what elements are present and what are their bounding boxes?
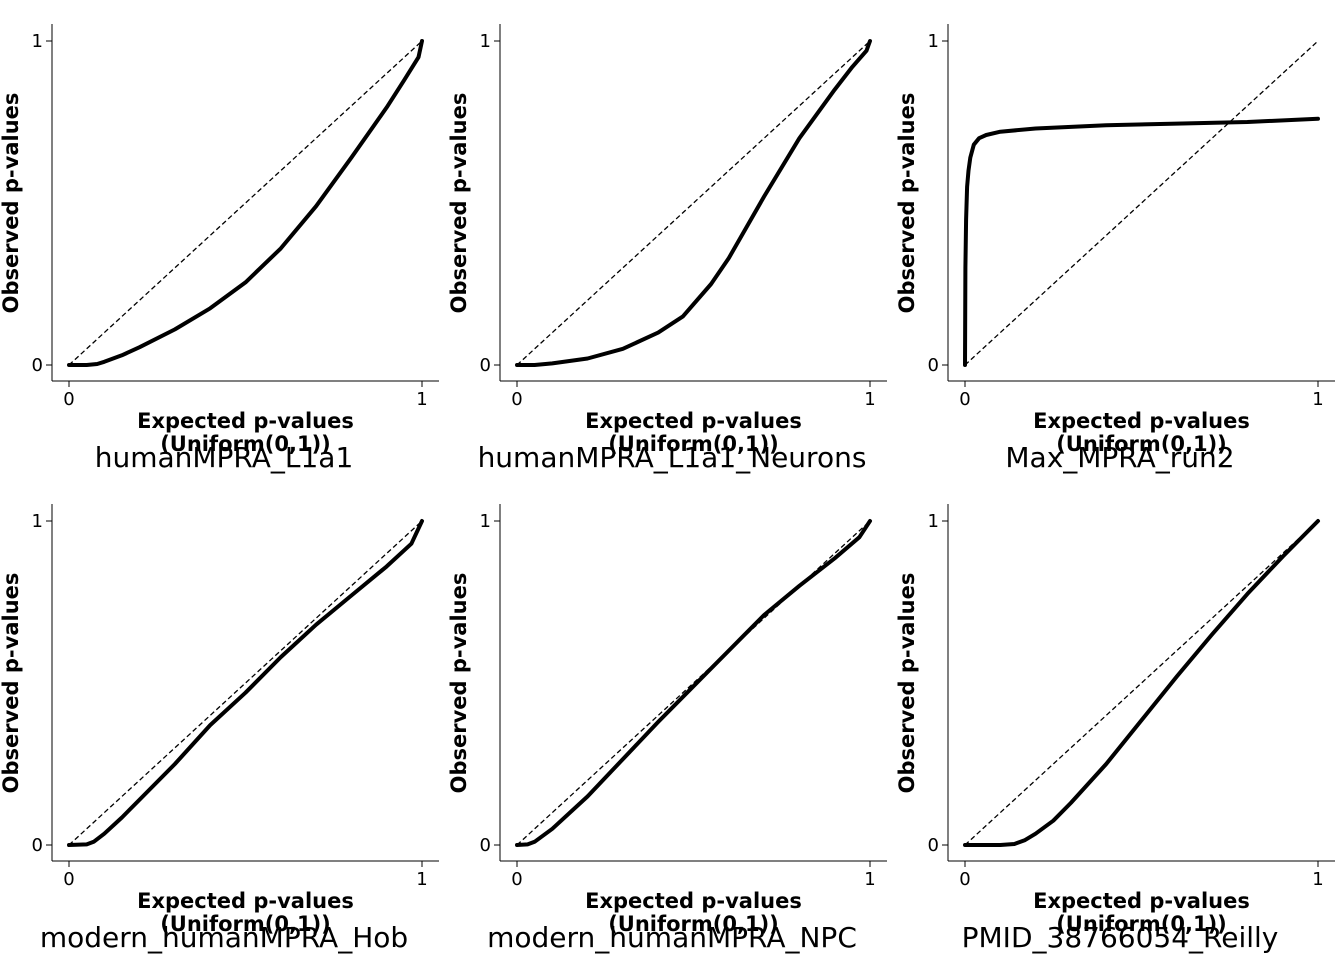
panel-title: humanMPRA_L1a1_Neurons [478,441,867,474]
panel-title: Max_MPRA_run2 [1005,441,1234,474]
y-tick-label: 1 [480,511,491,532]
x-tick-label: 0 [959,389,970,410]
qq-panel: 0 1 0 1 Expected p-values(Uniform(0,1)) Obser… [447,504,887,954]
y-axis-label: Observed p-values [0,573,23,794]
y-axis-label: Observed p-values [447,93,471,314]
y-axis-label: Observed p-values [0,93,23,314]
x-tick-label: 0 [959,869,970,890]
x-tick-label: 1 [1312,869,1323,890]
observed-series-line [515,519,872,847]
y-tick-label: 0 [928,835,939,856]
y-tick-label: 0 [480,355,491,376]
x-tick-label: 1 [864,869,875,890]
observed-series-line [515,39,872,367]
y-axis-label: Observed p-values [895,573,919,794]
y-tick-label: 0 [480,835,491,856]
panel-title: PMID_38766054_Reilly [962,921,1279,954]
panel-title: humanMPRA_L1a1 [95,441,354,474]
panel-title: modern_humanMPRA_Hob [40,921,408,954]
reference-diagonal-line [964,520,1319,846]
qq-panel: 0 1 0 1 Expected p-values(Uniform(0,1)) Obser… [0,24,439,474]
x-axis-label: Expected p-values [137,889,354,913]
y-tick-label: 1 [32,31,43,52]
x-axis-label: Expected p-values [1033,889,1250,913]
qq-panel: 0 1 0 1 Expected p-values(Uniform(0,1)) Obser… [895,24,1335,474]
panel-title: modern_humanMPRA_NPC [487,921,857,954]
qq-panel: 0 1 0 1 Expected p-values(Uniform(0,1)) Obser… [0,504,439,954]
reference-diagonal-line [68,520,423,846]
x-axis-label-line2: (Uniform(0,1)) [160,912,331,936]
reference-diagonal-line [68,40,423,366]
x-tick-label: 1 [1312,389,1323,410]
x-axis-label-line2: (Uniform(0,1)) [608,912,779,936]
observed-series-line [67,39,424,367]
qq-panel: 0 1 0 1 Expected p-values(Uniform(0,1)) Obser… [895,504,1335,954]
y-axis-label: Observed p-values [895,93,919,314]
x-tick-label: 0 [63,389,74,410]
y-tick-label: 1 [928,511,939,532]
x-axis-label: Expected p-values [585,889,802,913]
y-tick-label: 1 [928,31,939,52]
y-axis-label: Observed p-values [447,573,471,794]
x-axis-label-line2: (Uniform(0,1)) [608,432,779,456]
reference-diagonal-line [964,40,1319,366]
x-tick-label: 0 [63,869,74,890]
x-axis-label: Expected p-values [585,409,802,433]
x-tick-label: 0 [511,389,522,410]
y-tick-label: 1 [32,511,43,532]
x-tick-label: 0 [511,869,522,890]
reference-diagonal-line [516,40,871,366]
x-tick-label: 1 [416,389,427,410]
x-tick-label: 1 [416,869,427,890]
x-tick-label: 1 [864,389,875,410]
y-tick-label: 0 [32,835,43,856]
y-tick-label: 0 [32,355,43,376]
y-tick-label: 0 [928,355,939,376]
observed-series-line [963,519,1320,847]
x-axis-label: Expected p-values [137,409,354,433]
x-axis-label-line2: (Uniform(0,1)) [1056,912,1227,936]
x-axis-label-line2: (Uniform(0,1)) [1056,432,1227,456]
x-axis-label: Expected p-values [1033,409,1250,433]
y-tick-label: 1 [480,31,491,52]
x-axis-label-line2: (Uniform(0,1)) [160,432,331,456]
observed-series-line [67,519,424,847]
observed-series-line [963,116,1320,367]
qq-panel: 0 1 0 1 Expected p-values(Uniform(0,1)) Obser… [447,24,887,474]
